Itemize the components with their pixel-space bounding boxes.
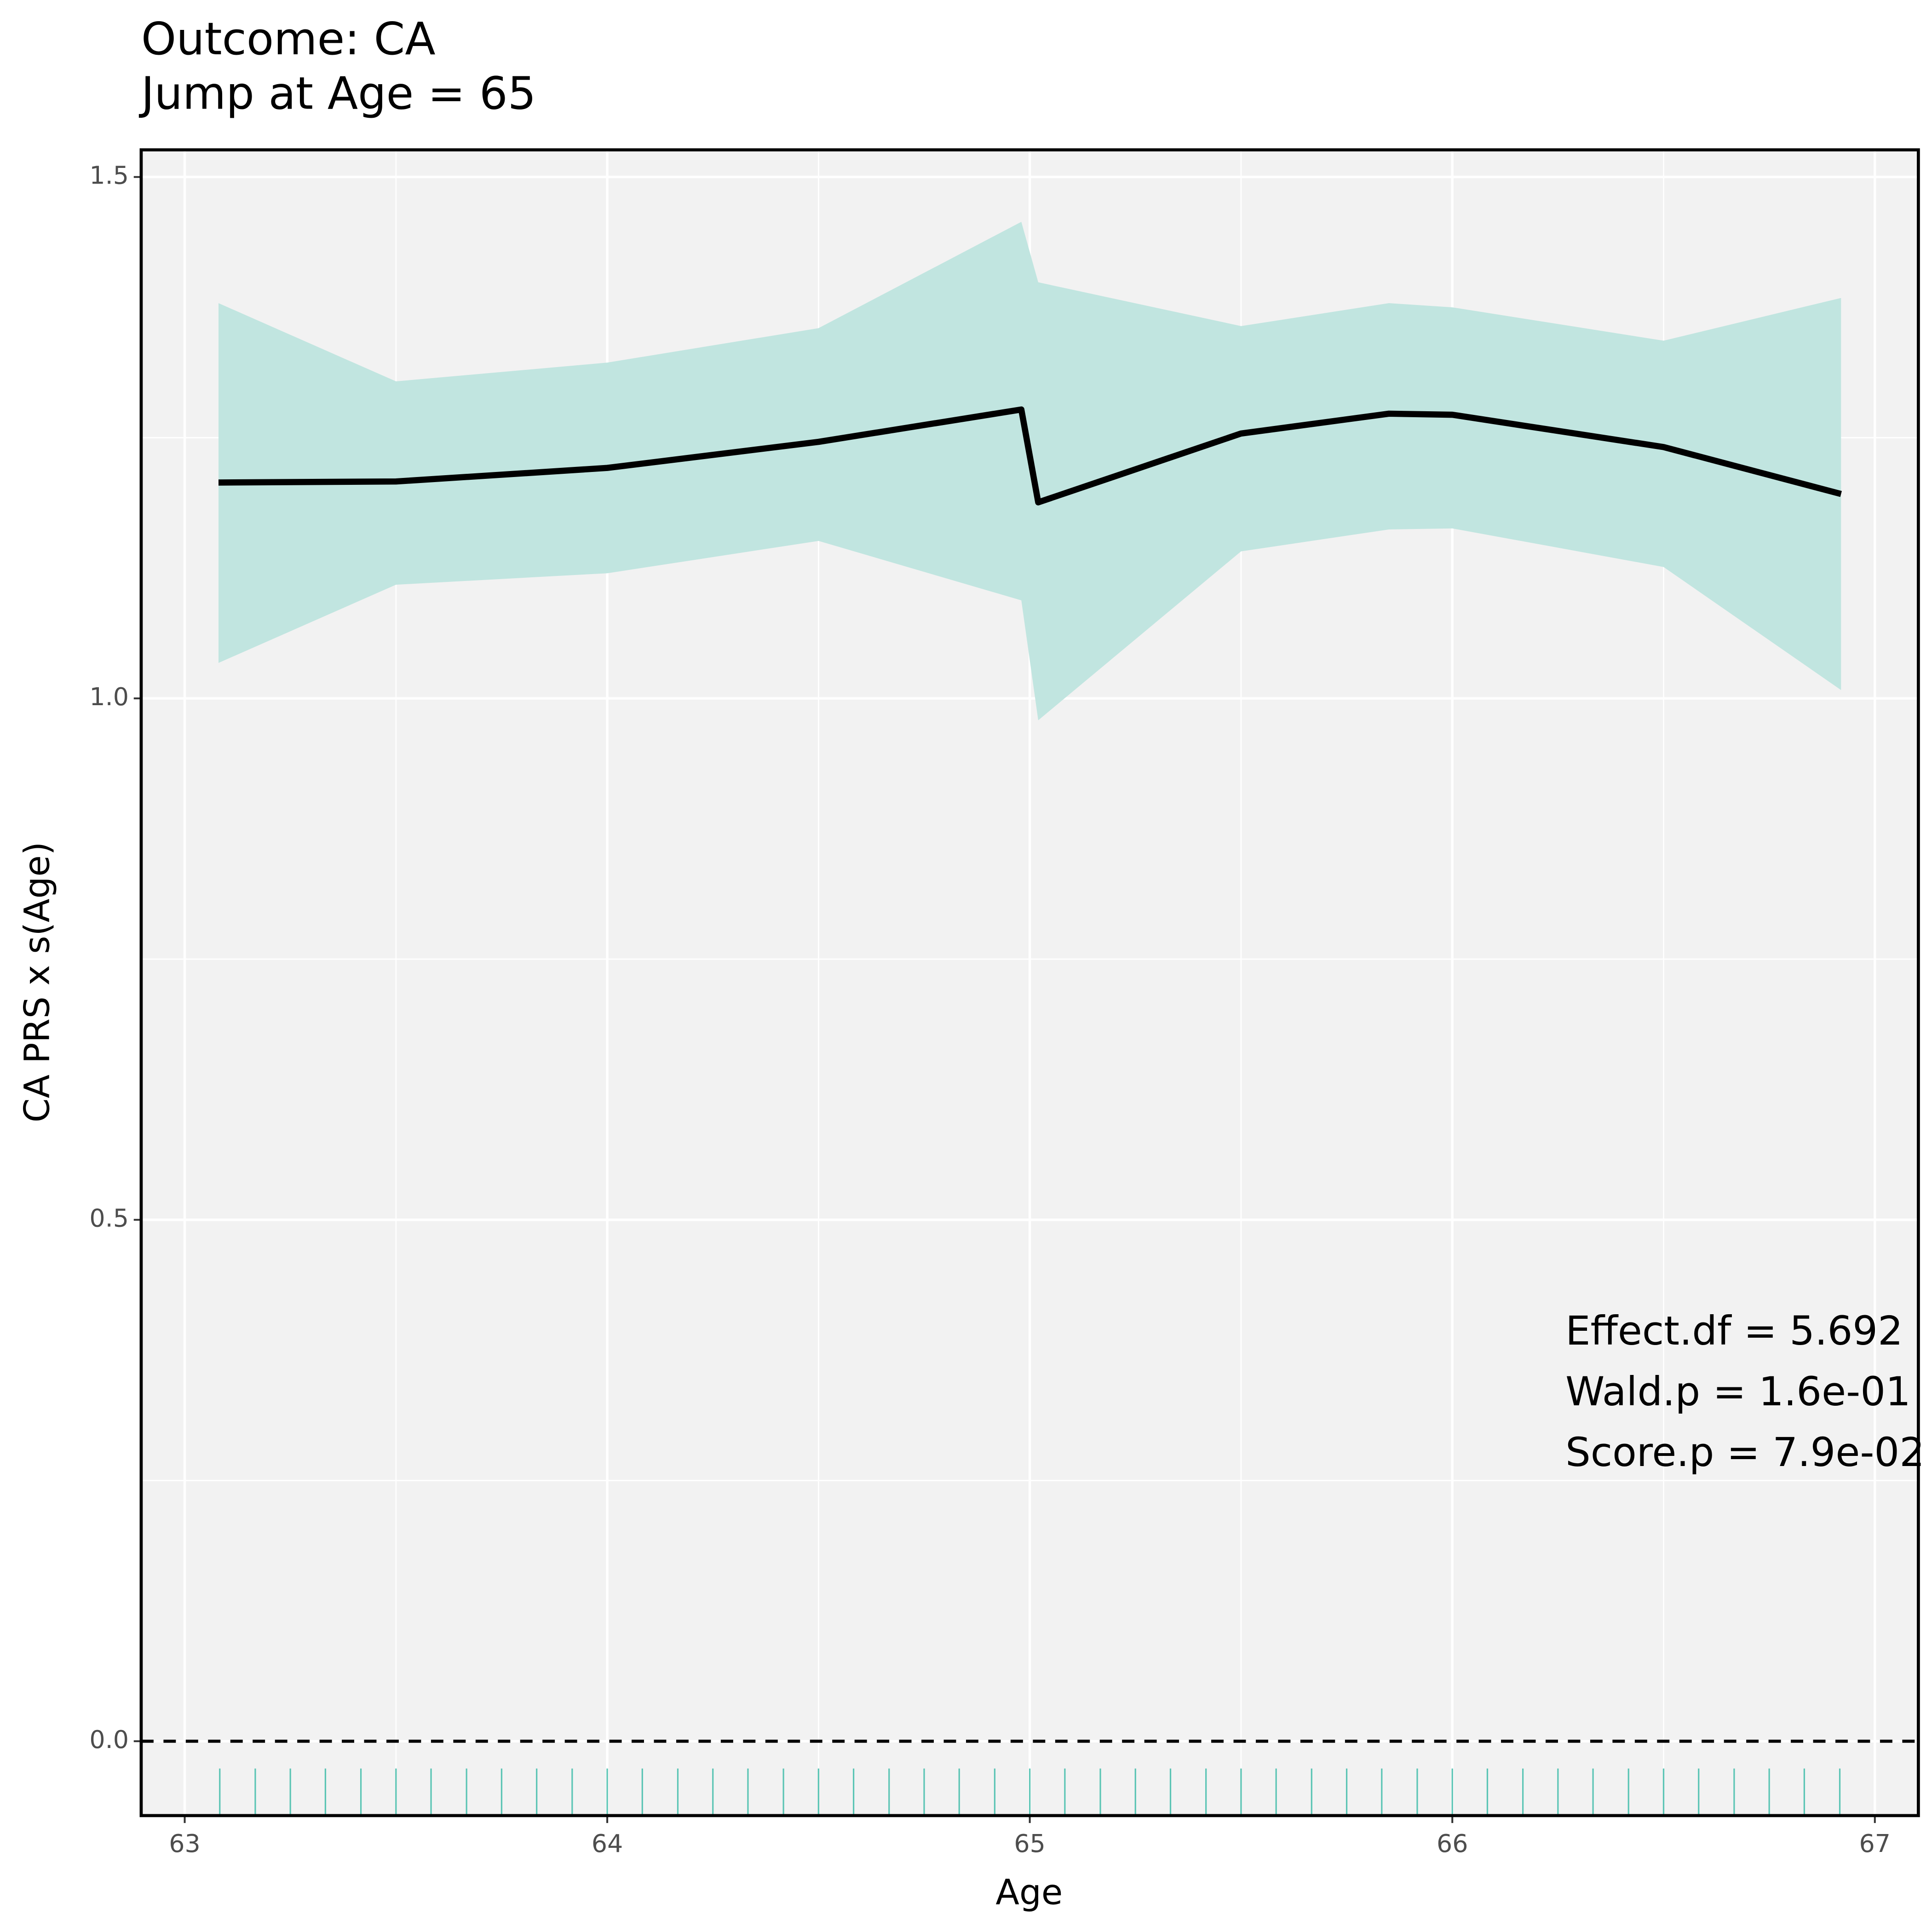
y-tick-label: 0.0 [89,1725,129,1754]
effect-line [218,406,1842,506]
annotation: Wald.p = 1.6e-01 [1565,1369,1911,1415]
annotation: Effect.df = 5.692 [1565,1308,1903,1354]
x-tick-label: 64 [592,1829,623,1858]
x-axis-title: Age [995,1872,1063,1913]
annotation: Score.p = 7.9e-02 [1565,1430,1925,1476]
y-axis-title: CA PRS x s(Age) [17,842,58,1122]
plot-border [139,148,1920,1817]
x-tick-label: 65 [1014,1829,1046,1858]
chart-title: Outcome: CA [141,13,436,65]
y-tick-label: 1.0 [89,682,129,711]
y-tick-label: 0.5 [89,1203,129,1232]
x-tick-label: 67 [1859,1829,1891,1858]
y-tick-label: 1.5 [89,161,129,190]
x-tick-label: 66 [1437,1829,1468,1858]
x-tick-label: 63 [169,1829,201,1858]
chart-subtitle: Jump at Age = 65 [138,67,536,119]
